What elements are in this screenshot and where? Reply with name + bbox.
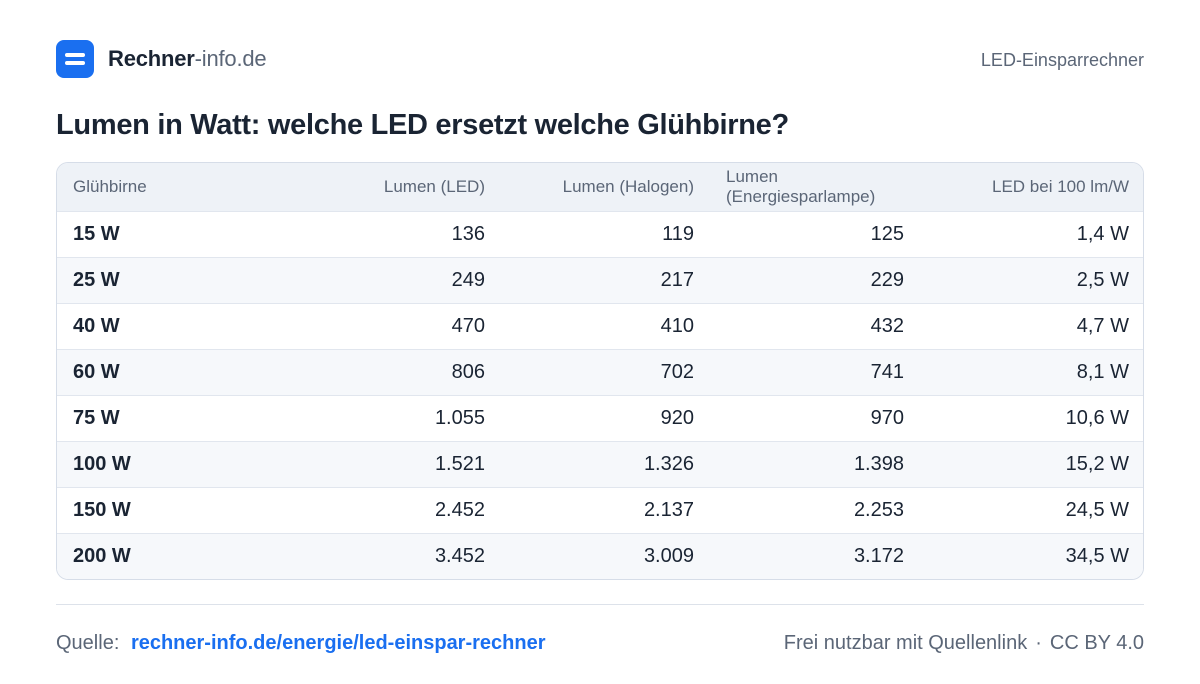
- cell-lumen-halogen: 410: [660, 314, 694, 337]
- cell-lumen-energiesparlampe: 432: [870, 314, 904, 337]
- column-header-line-1: Lumen: [726, 166, 778, 186]
- logo-bar-bottom: [65, 61, 85, 65]
- cell-lumen-led: 470: [451, 314, 485, 337]
- page-title: Lumen in Watt: welche LED ersetzt welche…: [56, 109, 789, 141]
- cell-lumen-led: 2.452: [434, 498, 485, 521]
- cell-lumen-halogen: 119: [662, 222, 694, 245]
- footer-separator: ·: [1035, 632, 1042, 654]
- table-row: 200 W 3.452 3.009 3.172 34,5 W: [57, 533, 1143, 579]
- brand-bold: Rechner: [108, 46, 195, 71]
- cell-gluehbirne: 40 W: [73, 314, 120, 337]
- cell-led-watt: 10,6 W: [1065, 406, 1129, 429]
- source-label: Quelle:: [56, 632, 120, 654]
- cell-lumen-energiesparlampe: 2.253: [853, 498, 904, 521]
- column-header-line-2: (Energiesparlampe): [726, 186, 876, 206]
- cell-lumen-energiesparlampe: 970: [870, 406, 904, 429]
- source-link[interactable]: rechner-info.de/energie/led-einspar-rech…: [130, 632, 546, 654]
- table-row: 25 W 249 217 229 2,5 W: [57, 257, 1143, 303]
- table-row: 100 W 1.521 1.326 1.398 15,2 W: [57, 441, 1143, 487]
- cell-gluehbirne: 75 W: [73, 406, 120, 429]
- brand-name[interactable]: Rechner-info.de: [108, 46, 267, 72]
- table-row: 150 W 2.452 2.137 2.253 24,5 W: [57, 487, 1143, 533]
- cell-lumen-halogen: 1.326: [643, 452, 694, 475]
- cell-gluehbirne: 200 W: [73, 544, 131, 567]
- column-header-gluehbirne: Glühbirne: [73, 176, 147, 196]
- cell-lumen-halogen: 3.009: [643, 544, 694, 567]
- cell-lumen-energiesparlampe: 1.398: [853, 452, 904, 475]
- cell-gluehbirne: 100 W: [73, 452, 131, 475]
- cell-gluehbirne: 25 W: [73, 268, 120, 291]
- license-text: CC BY 4.0: [1049, 632, 1144, 654]
- column-header-led-100lmw: LED bei 100 lm/W: [992, 176, 1129, 196]
- table-row: 40 W 470 410 432 4,7 W: [57, 303, 1143, 349]
- footer: Quelle: rechner-info.de/energie/led-eins…: [56, 630, 1144, 656]
- cell-lumen-led: 1.521: [434, 452, 485, 475]
- cell-lumen-led: 806: [451, 360, 485, 383]
- cell-led-watt: 1,4 W: [1076, 222, 1129, 245]
- cell-led-watt: 24,5 W: [1065, 498, 1129, 521]
- cell-led-watt: 15,2 W: [1065, 452, 1129, 475]
- license-note: Frei nutzbar mit Quellenlink · CC BY 4.0: [784, 630, 1144, 656]
- table-row: 75 W 1.055 920 970 10,6 W: [57, 395, 1143, 441]
- column-header-lumen-halogen: Lumen (Halogen): [562, 176, 694, 196]
- column-header-lumen-energiesparlampe: Lumen (Energiesparlampe): [710, 163, 920, 211]
- logo-icon[interactable]: [56, 40, 94, 78]
- table-body: 15 W 136 119 125 1,4 W 25 W 249 217 229 2,5 W 40 W…: [57, 211, 1143, 579]
- cell-lumen-led: 3.452: [434, 544, 485, 567]
- cell-led-watt: 4,7 W: [1076, 314, 1129, 337]
- table-header-row: Glühbirne Lumen (LED) Lumen (Halogen) Lu…: [57, 163, 1143, 211]
- page-header: Rechner-info.de LED-Einsparrechner: [56, 40, 1144, 78]
- cell-lumen-led: 249: [451, 268, 485, 291]
- cell-lumen-halogen: 2.137: [643, 498, 694, 521]
- cell-lumen-energiesparlampe: 3.172: [853, 544, 904, 567]
- cell-lumen-halogen: 217: [660, 268, 694, 291]
- brand-light: -info.de: [194, 46, 267, 71]
- cell-led-watt: 8,1 W: [1076, 360, 1129, 383]
- cell-lumen-energiesparlampe: 229: [870, 268, 904, 291]
- cell-lumen-energiesparlampe: 125: [870, 222, 904, 245]
- table-row: 15 W 136 119 125 1,4 W: [57, 211, 1143, 257]
- divider: [56, 604, 1144, 605]
- logo-bar-top: [65, 53, 85, 57]
- cell-led-watt: 2,5 W: [1076, 268, 1129, 291]
- cell-lumen-halogen: 702: [660, 360, 694, 383]
- cell-gluehbirne: 60 W: [73, 360, 120, 383]
- cell-gluehbirne: 150 W: [73, 498, 131, 521]
- tool-name: LED-Einsparrechner: [980, 50, 1144, 70]
- usage-text: Frei nutzbar mit Quellenlink: [783, 632, 1028, 654]
- cell-lumen-energiesparlampe: 741: [870, 360, 904, 383]
- cell-led-watt: 34,5 W: [1065, 544, 1129, 567]
- cell-gluehbirne: 15 W: [73, 222, 120, 245]
- cell-lumen-led: 136: [451, 222, 485, 245]
- column-header-lumen-led: Lumen (LED): [383, 176, 485, 196]
- conversion-table: Glühbirne Lumen (LED) Lumen (Halogen) Lu…: [56, 162, 1144, 580]
- cell-lumen-halogen: 920: [660, 406, 694, 429]
- table-row: 60 W 806 702 741 8,1 W: [57, 349, 1143, 395]
- cell-lumen-led: 1.055: [434, 406, 485, 429]
